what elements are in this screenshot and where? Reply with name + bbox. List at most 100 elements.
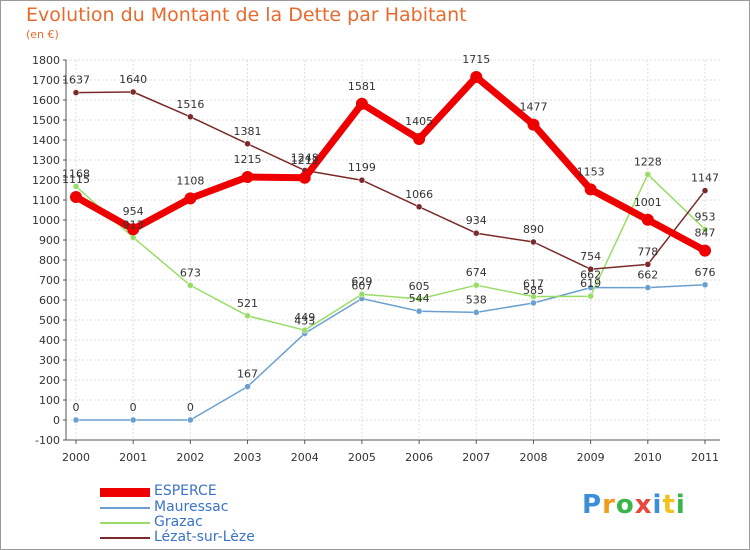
data-label: 433 bbox=[294, 314, 315, 327]
legend-label-esperce: ESPERCE bbox=[154, 483, 217, 499]
chart-title: Evolution du Montant de la Dette par Hab… bbox=[26, 4, 467, 26]
data-label: 1199 bbox=[348, 161, 376, 174]
data-point bbox=[644, 171, 652, 178]
data-label: 847 bbox=[695, 227, 716, 240]
series-line-0 bbox=[74, 73, 707, 254]
data-point bbox=[358, 176, 366, 184]
series-line-1 bbox=[76, 284, 706, 421]
data-point bbox=[415, 295, 423, 303]
data-label: 617 bbox=[523, 278, 544, 291]
x-tick-label: 2004 bbox=[291, 451, 319, 464]
data-label: 0 bbox=[187, 401, 194, 414]
data-point bbox=[473, 281, 480, 289]
chart-subtitle: (en €) bbox=[26, 28, 59, 41]
data-label: 1228 bbox=[634, 155, 662, 168]
data-point bbox=[244, 383, 251, 390]
y-tick-label: 300 bbox=[39, 354, 60, 367]
data-point bbox=[241, 171, 254, 183]
y-tick-label: 1700 bbox=[32, 74, 60, 87]
data-point bbox=[473, 229, 480, 237]
data-point bbox=[129, 234, 137, 241]
data-label: 674 bbox=[466, 266, 487, 279]
line-chart: -100010020030040050060070080090010001100… bbox=[32, 53, 720, 464]
data-label: 1381 bbox=[234, 125, 262, 138]
data-label: 538 bbox=[466, 293, 487, 306]
series-line-2 bbox=[75, 173, 706, 331]
legend-label-grazac: Grazac bbox=[154, 514, 203, 530]
data-label: 1640 bbox=[119, 73, 147, 86]
data-point bbox=[415, 307, 423, 315]
data-point bbox=[701, 226, 709, 233]
y-tick-label: 1200 bbox=[32, 174, 60, 187]
y-tick-label: 0 bbox=[53, 414, 60, 427]
data-label: 676 bbox=[695, 266, 716, 279]
y-tick-label: 700 bbox=[39, 274, 60, 287]
data-point bbox=[473, 309, 480, 316]
x-tick-label: 2011 bbox=[691, 451, 719, 464]
x-tick-label: 2001 bbox=[119, 451, 147, 464]
data-point bbox=[470, 71, 483, 83]
data-label: 1108 bbox=[176, 174, 204, 187]
data-point bbox=[701, 281, 709, 289]
series-line-3 bbox=[75, 91, 706, 270]
data-point bbox=[72, 183, 80, 190]
data-label: 1405 bbox=[405, 115, 433, 128]
data-label: 585 bbox=[523, 284, 544, 297]
x-tick-label: 2002 bbox=[176, 451, 204, 464]
data-label: 605 bbox=[409, 280, 430, 293]
data-label: 1001 bbox=[634, 196, 662, 209]
y-tick-label: 900 bbox=[39, 234, 60, 247]
x-tick-label: 2003 bbox=[234, 451, 262, 464]
data-point bbox=[298, 171, 311, 184]
legend-label-lezat: Lézat-sur-Lèze bbox=[154, 529, 255, 545]
data-point bbox=[184, 192, 197, 205]
data-label: 449 bbox=[294, 311, 315, 324]
data-point bbox=[415, 203, 423, 211]
x-tick-label: 2007 bbox=[462, 451, 490, 464]
data-label: 1211 bbox=[291, 154, 319, 167]
data-label: 1066 bbox=[405, 188, 433, 201]
data-label: 1147 bbox=[691, 172, 719, 185]
data-point bbox=[358, 290, 366, 298]
data-label: 0 bbox=[130, 401, 137, 414]
y-tick-label: 1500 bbox=[32, 114, 60, 127]
y-tick-label: 200 bbox=[39, 374, 60, 387]
logo-letter: P bbox=[582, 490, 603, 520]
data-point bbox=[413, 133, 426, 145]
data-point bbox=[187, 282, 194, 289]
data-label: 890 bbox=[523, 223, 544, 236]
legend-label-mauressac: Mauressac bbox=[154, 499, 229, 515]
data-point bbox=[530, 238, 537, 246]
data-label: 544 bbox=[409, 292, 430, 305]
plot-area bbox=[66, 60, 720, 440]
logo-letter: x bbox=[634, 490, 653, 520]
data-label: 778 bbox=[637, 245, 658, 258]
y-tick-label: 1000 bbox=[32, 214, 60, 227]
data-point bbox=[530, 293, 537, 300]
data-point bbox=[587, 284, 594, 291]
x-tick-label: 2010 bbox=[634, 451, 662, 464]
data-label: 1168 bbox=[62, 167, 90, 180]
data-point bbox=[527, 118, 540, 131]
x-tick-label: 2008 bbox=[519, 451, 547, 464]
data-point bbox=[530, 299, 537, 307]
logo-letter: t bbox=[662, 490, 676, 520]
data-label: 953 bbox=[695, 210, 716, 223]
logo-letter: i bbox=[652, 490, 663, 520]
data-label: 1516 bbox=[176, 98, 204, 111]
data-label: 1581 bbox=[348, 80, 376, 93]
data-point bbox=[72, 89, 80, 96]
data-point bbox=[244, 312, 251, 320]
y-tick-label: 1400 bbox=[32, 134, 60, 147]
data-label: 1153 bbox=[577, 165, 605, 178]
legend-swatch-grazac bbox=[100, 522, 150, 524]
data-point bbox=[587, 265, 594, 273]
data-label: 1248 bbox=[291, 151, 319, 164]
data-point bbox=[644, 261, 652, 268]
x-tick-label: 2006 bbox=[405, 451, 433, 464]
data-label: 607 bbox=[351, 280, 372, 293]
data-label: 662 bbox=[637, 269, 658, 282]
proxiti-logo: Proxiti bbox=[582, 490, 686, 520]
data-point bbox=[70, 191, 82, 203]
data-point bbox=[699, 244, 711, 257]
